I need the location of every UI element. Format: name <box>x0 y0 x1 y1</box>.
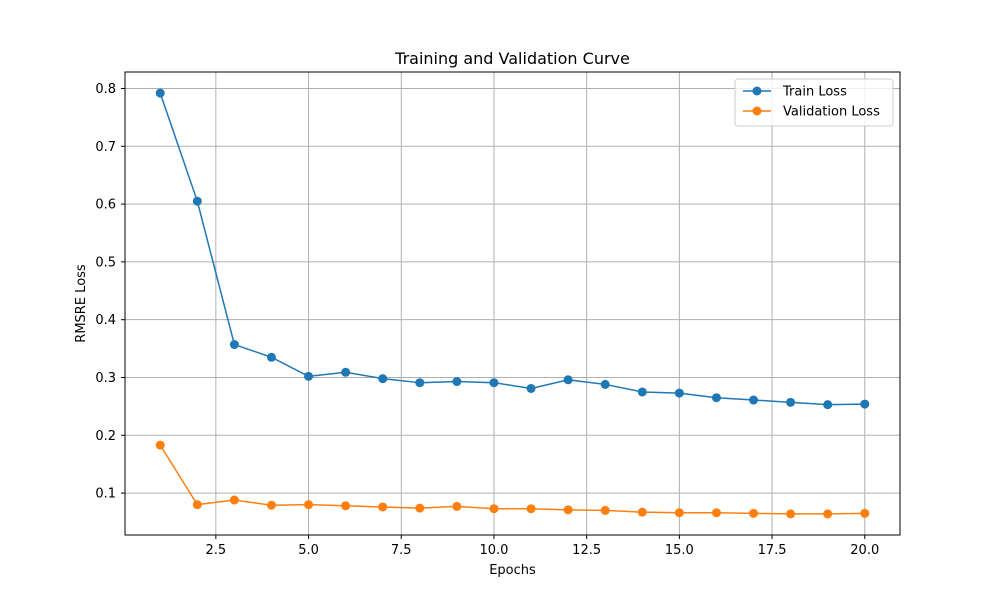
data-point-validation-loss <box>860 508 870 518</box>
x-tick-label: 7.5 <box>391 543 412 558</box>
data-point-train-loss <box>378 374 388 384</box>
x-tick-label: 2.5 <box>206 543 227 558</box>
data-point-train-loss <box>711 393 721 403</box>
legend-label-train-loss: Train Loss <box>782 85 847 100</box>
data-point-train-loss <box>637 387 647 397</box>
data-point-validation-loss <box>415 503 425 513</box>
data-point-train-loss <box>600 379 610 389</box>
data-point-validation-loss <box>192 500 202 510</box>
data-point-train-loss <box>860 399 870 409</box>
y-tick-label: 0.3 <box>95 371 116 386</box>
data-point-validation-loss <box>452 501 462 511</box>
data-point-train-loss <box>266 352 276 362</box>
data-point-validation-loss <box>526 504 536 514</box>
series-layer <box>155 88 870 519</box>
y-tick-label: 0.1 <box>95 487 116 502</box>
data-point-train-loss <box>192 196 202 206</box>
y-tick-label: 0.6 <box>95 198 116 213</box>
x-tick-label: 17.5 <box>758 543 787 558</box>
data-point-train-loss <box>823 400 833 410</box>
data-point-validation-loss <box>229 495 239 505</box>
data-point-validation-loss <box>823 509 833 519</box>
data-point-train-loss <box>674 388 684 398</box>
data-point-validation-loss <box>600 505 610 515</box>
series-line-train-loss <box>159 92 865 406</box>
data-point-train-loss <box>563 375 573 385</box>
data-point-validation-loss <box>749 508 759 518</box>
data-point-train-loss <box>415 378 425 388</box>
y-tick-label: 0.4 <box>95 313 116 328</box>
data-point-train-loss <box>749 395 759 405</box>
data-point-validation-loss <box>786 509 796 519</box>
data-point-validation-loss <box>563 505 573 515</box>
x-tick-label: 20.0 <box>850 543 879 558</box>
data-point-validation-loss <box>378 502 388 512</box>
y-tick-label: 0.5 <box>95 255 116 270</box>
y-tick-label: 0.8 <box>95 82 116 97</box>
data-point-validation-loss <box>711 508 721 518</box>
tick-layer: 2.5 5.0 7.5 10.0 12.5 15.0 17.5 20.0 0.1 0.2 0.3 0.… <box>95 82 879 558</box>
legend-marker-train-loss <box>752 86 762 96</box>
legend-marker-validation-loss <box>752 106 762 116</box>
data-point-train-loss <box>229 340 239 350</box>
data-point-train-loss <box>786 397 796 407</box>
x-axis-label: Epochs <box>489 563 536 578</box>
y-tick-label: 0.2 <box>95 429 116 444</box>
data-point-validation-loss <box>674 508 684 518</box>
legend-box <box>734 78 894 127</box>
y-axis-label: RMSRE Loss <box>74 264 89 343</box>
data-point-train-loss <box>341 367 351 377</box>
data-point-train-loss <box>489 378 499 388</box>
data-point-train-loss <box>304 371 314 381</box>
data-point-train-loss <box>452 377 462 387</box>
data-point-validation-loss <box>266 500 276 510</box>
legend: Train Loss Validation Loss <box>734 78 894 127</box>
x-tick-label: 5.0 <box>298 543 319 558</box>
data-point-validation-loss <box>637 507 647 517</box>
data-point-validation-loss <box>489 504 499 514</box>
legend-label-validation-loss: Validation Loss <box>783 105 880 120</box>
chart-title: Training and Validation Curve <box>394 49 630 68</box>
x-tick-label: 12.5 <box>572 543 601 558</box>
x-tick-label: 15.0 <box>665 543 694 558</box>
data-point-train-loss <box>526 383 536 393</box>
data-point-validation-loss <box>341 501 351 511</box>
x-tick-label: 10.0 <box>479 543 508 558</box>
grid-layer <box>125 72 900 535</box>
plot-frame <box>124 71 901 536</box>
y-tick-label: 0.7 <box>95 140 116 155</box>
data-point-validation-loss <box>155 440 165 450</box>
series-line-validation-loss <box>159 444 865 515</box>
data-point-train-loss <box>155 88 165 98</box>
data-point-validation-loss <box>304 500 314 510</box>
